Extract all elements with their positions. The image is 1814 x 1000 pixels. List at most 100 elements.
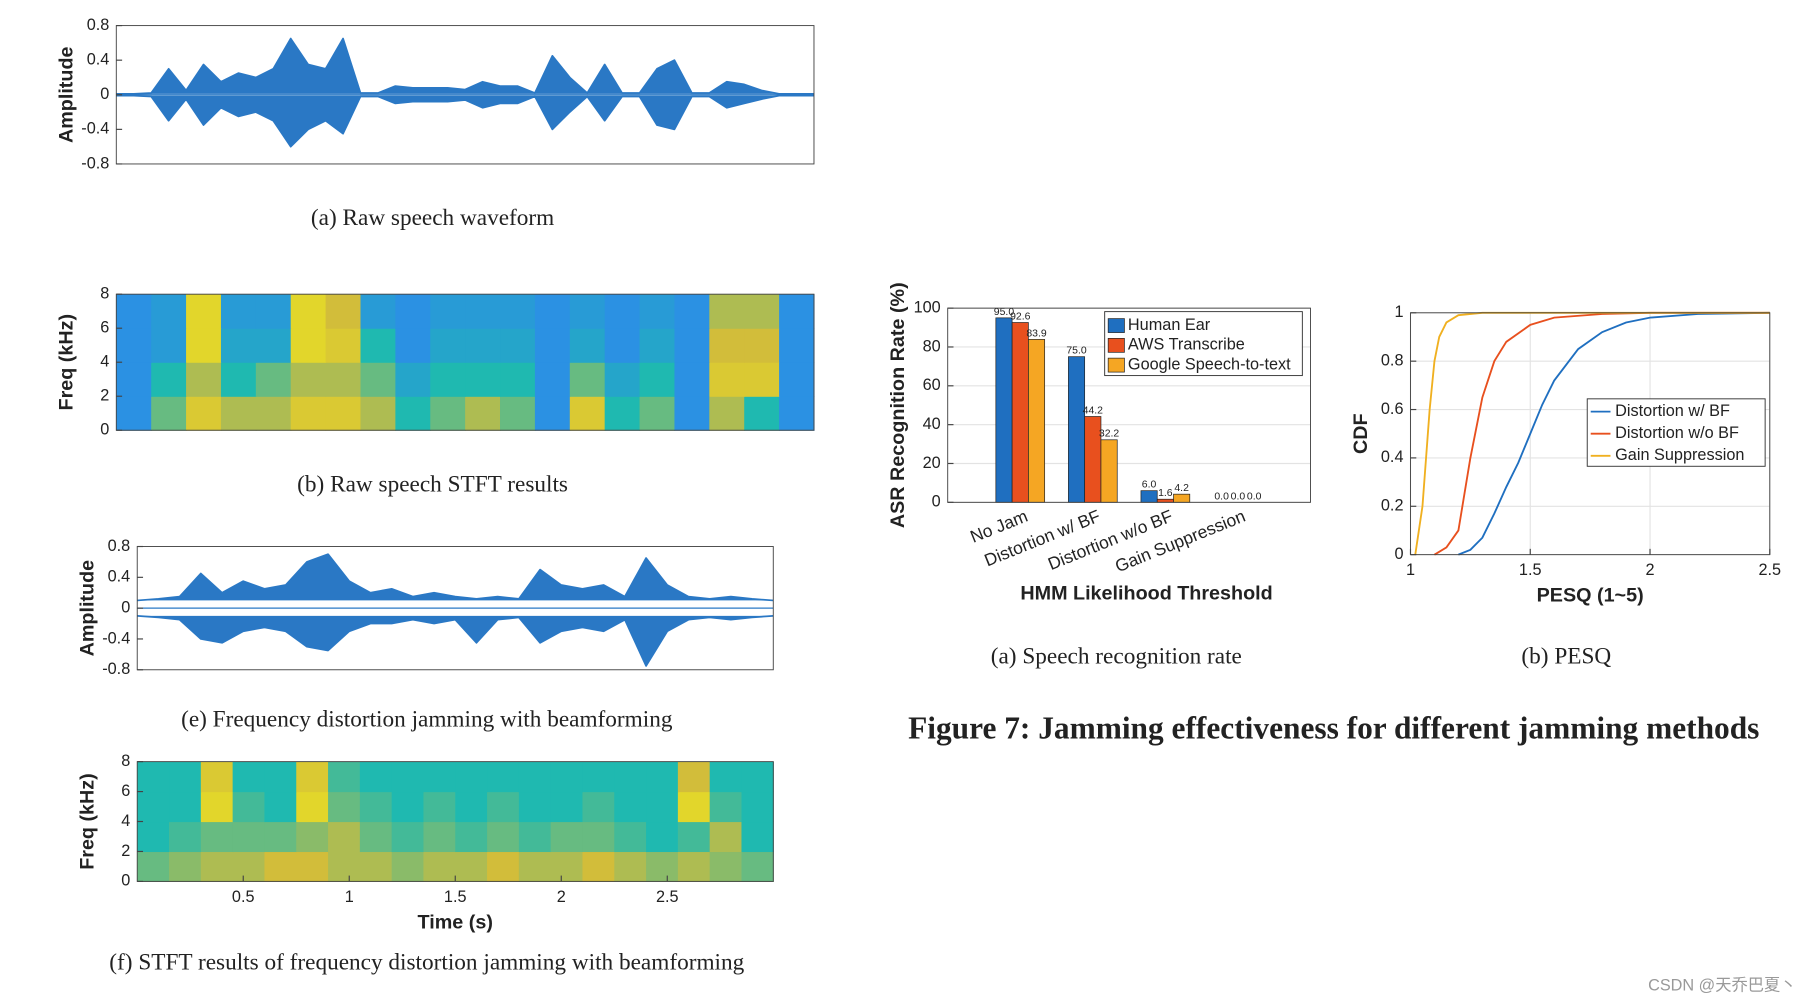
spectrogram-cell bbox=[395, 294, 431, 329]
spectrogram-cell bbox=[534, 328, 571, 363]
bar bbox=[995, 317, 1013, 503]
spectrogram-cell bbox=[325, 294, 362, 329]
y-tick-label: 0.2 bbox=[1381, 497, 1404, 515]
y-tick-label: 6 bbox=[100, 318, 109, 336]
y-tick-label: 40 bbox=[923, 415, 941, 433]
spectrogram-cell bbox=[169, 761, 202, 793]
spectrogram-cell bbox=[360, 362, 396, 397]
value-label: 32.2 bbox=[1099, 429, 1120, 440]
x-tick-label: 0.5 bbox=[232, 888, 255, 906]
spectrogram-cell bbox=[328, 851, 361, 882]
spectrogram-cell bbox=[264, 821, 297, 853]
caption: (e) Frequency distortion jamming with be… bbox=[181, 706, 673, 732]
spectrogram-cell bbox=[639, 294, 676, 329]
spectrogram-cell bbox=[709, 821, 743, 853]
spectrogram-cell bbox=[614, 761, 647, 793]
spectrogram-cell bbox=[455, 851, 488, 882]
spectrogram-cell bbox=[604, 328, 641, 363]
spectrogram-cell bbox=[255, 362, 292, 397]
spectrogram-cell bbox=[582, 761, 615, 793]
spectrogram-cell bbox=[639, 362, 676, 397]
bar bbox=[1156, 498, 1174, 503]
value-label: 0.0 bbox=[1247, 491, 1262, 502]
spectrogram-cell bbox=[744, 362, 780, 397]
spectrogram-cell bbox=[328, 761, 361, 793]
spectrogram-cell bbox=[569, 396, 606, 431]
spectrogram-cell bbox=[137, 821, 170, 853]
value-label: 6.0 bbox=[1142, 480, 1157, 491]
value-label: 44.2 bbox=[1083, 405, 1104, 416]
spectrogram-cell bbox=[455, 761, 488, 793]
spectrogram-cell bbox=[674, 328, 710, 363]
bar bbox=[1068, 356, 1086, 503]
spectrogram-cell bbox=[779, 328, 815, 363]
spectrogram-cell bbox=[169, 791, 202, 823]
x-tick-label: 1 bbox=[1406, 561, 1415, 579]
spectrogram-cell bbox=[220, 328, 257, 363]
spectrogram-cell bbox=[232, 791, 266, 823]
spectrogram-cell bbox=[677, 851, 711, 882]
spectrogram-cell bbox=[359, 761, 393, 793]
spectrogram-cell bbox=[296, 761, 329, 793]
spectrogram-cell bbox=[200, 791, 234, 823]
watermark: CSDN @天乔巴夏丶 bbox=[1648, 976, 1796, 994]
spectrogram-cell bbox=[116, 362, 152, 397]
bar bbox=[1140, 490, 1158, 503]
spectrogram-cell bbox=[518, 821, 552, 853]
spectrogram-cell bbox=[290, 396, 327, 431]
spectrogram-cell bbox=[709, 791, 743, 823]
spectrogram-cell bbox=[550, 791, 584, 823]
spectrogram-cell bbox=[646, 851, 679, 882]
spectrogram-cell bbox=[582, 821, 615, 853]
x-axis-label: PESQ (1~5) bbox=[1537, 585, 1644, 607]
spectrogram-cell bbox=[395, 396, 431, 431]
y-tick-label: 0 bbox=[121, 872, 130, 890]
spectrogram-cell bbox=[186, 328, 222, 363]
y-tick-label: 0.4 bbox=[87, 50, 110, 68]
caption: (b) PESQ bbox=[1521, 643, 1611, 669]
spectrogram-cell bbox=[741, 791, 774, 823]
spectrogram-cell bbox=[430, 362, 466, 397]
y-tick-label: 2 bbox=[121, 842, 130, 860]
spectrogram-cell bbox=[360, 396, 396, 431]
legend-label: Distortion w/o BF bbox=[1615, 424, 1739, 442]
spectrogram-cell bbox=[518, 761, 552, 793]
spectrogram-cell bbox=[709, 362, 745, 397]
y-tick-label: 100 bbox=[914, 298, 941, 316]
y-tick-label: 20 bbox=[923, 454, 941, 472]
spectrogram-cell bbox=[534, 362, 571, 397]
y-axis-label: Freq (kHz) bbox=[56, 314, 78, 411]
spectrogram-cell bbox=[430, 294, 466, 329]
spectrogram-cell bbox=[709, 851, 743, 882]
legend-swatch bbox=[1107, 338, 1125, 353]
spectrogram-cell bbox=[151, 396, 187, 431]
spectrogram-cell bbox=[674, 396, 710, 431]
waveform-upper bbox=[116, 37, 814, 95]
spectrogram-cell bbox=[169, 821, 202, 853]
spectrogram-cell bbox=[741, 851, 774, 882]
spectrogram-cell bbox=[255, 294, 292, 329]
y-tick-label: 0.8 bbox=[1381, 351, 1404, 369]
value-label: 1.6 bbox=[1158, 488, 1173, 499]
y-axis-label: CDF bbox=[1350, 413, 1372, 454]
bar bbox=[1028, 339, 1046, 503]
spectrogram-cell bbox=[116, 396, 152, 431]
spectrogram-cell bbox=[614, 791, 647, 823]
spectrogram-cell bbox=[518, 791, 552, 823]
spectrogram-cell bbox=[137, 761, 170, 793]
value-label: 95.0 bbox=[994, 307, 1015, 318]
value-label: 75.0 bbox=[1066, 346, 1087, 357]
y-axis-label: Freq (kHz) bbox=[77, 773, 99, 870]
spectrogram-cell bbox=[359, 821, 393, 853]
legend-swatch bbox=[1107, 357, 1125, 373]
spectrogram-cell bbox=[518, 851, 552, 882]
spectrogram-cell bbox=[186, 294, 222, 329]
spectrogram-cell bbox=[232, 761, 266, 793]
spectrogram-cell bbox=[360, 294, 396, 329]
spectrogram-cell bbox=[359, 851, 393, 882]
x-tick-label: 2.5 bbox=[656, 888, 679, 906]
spectrogram-cell bbox=[582, 791, 615, 823]
spectrogram-cell bbox=[709, 294, 745, 329]
y-axis-label: Amplitude bbox=[77, 560, 99, 657]
